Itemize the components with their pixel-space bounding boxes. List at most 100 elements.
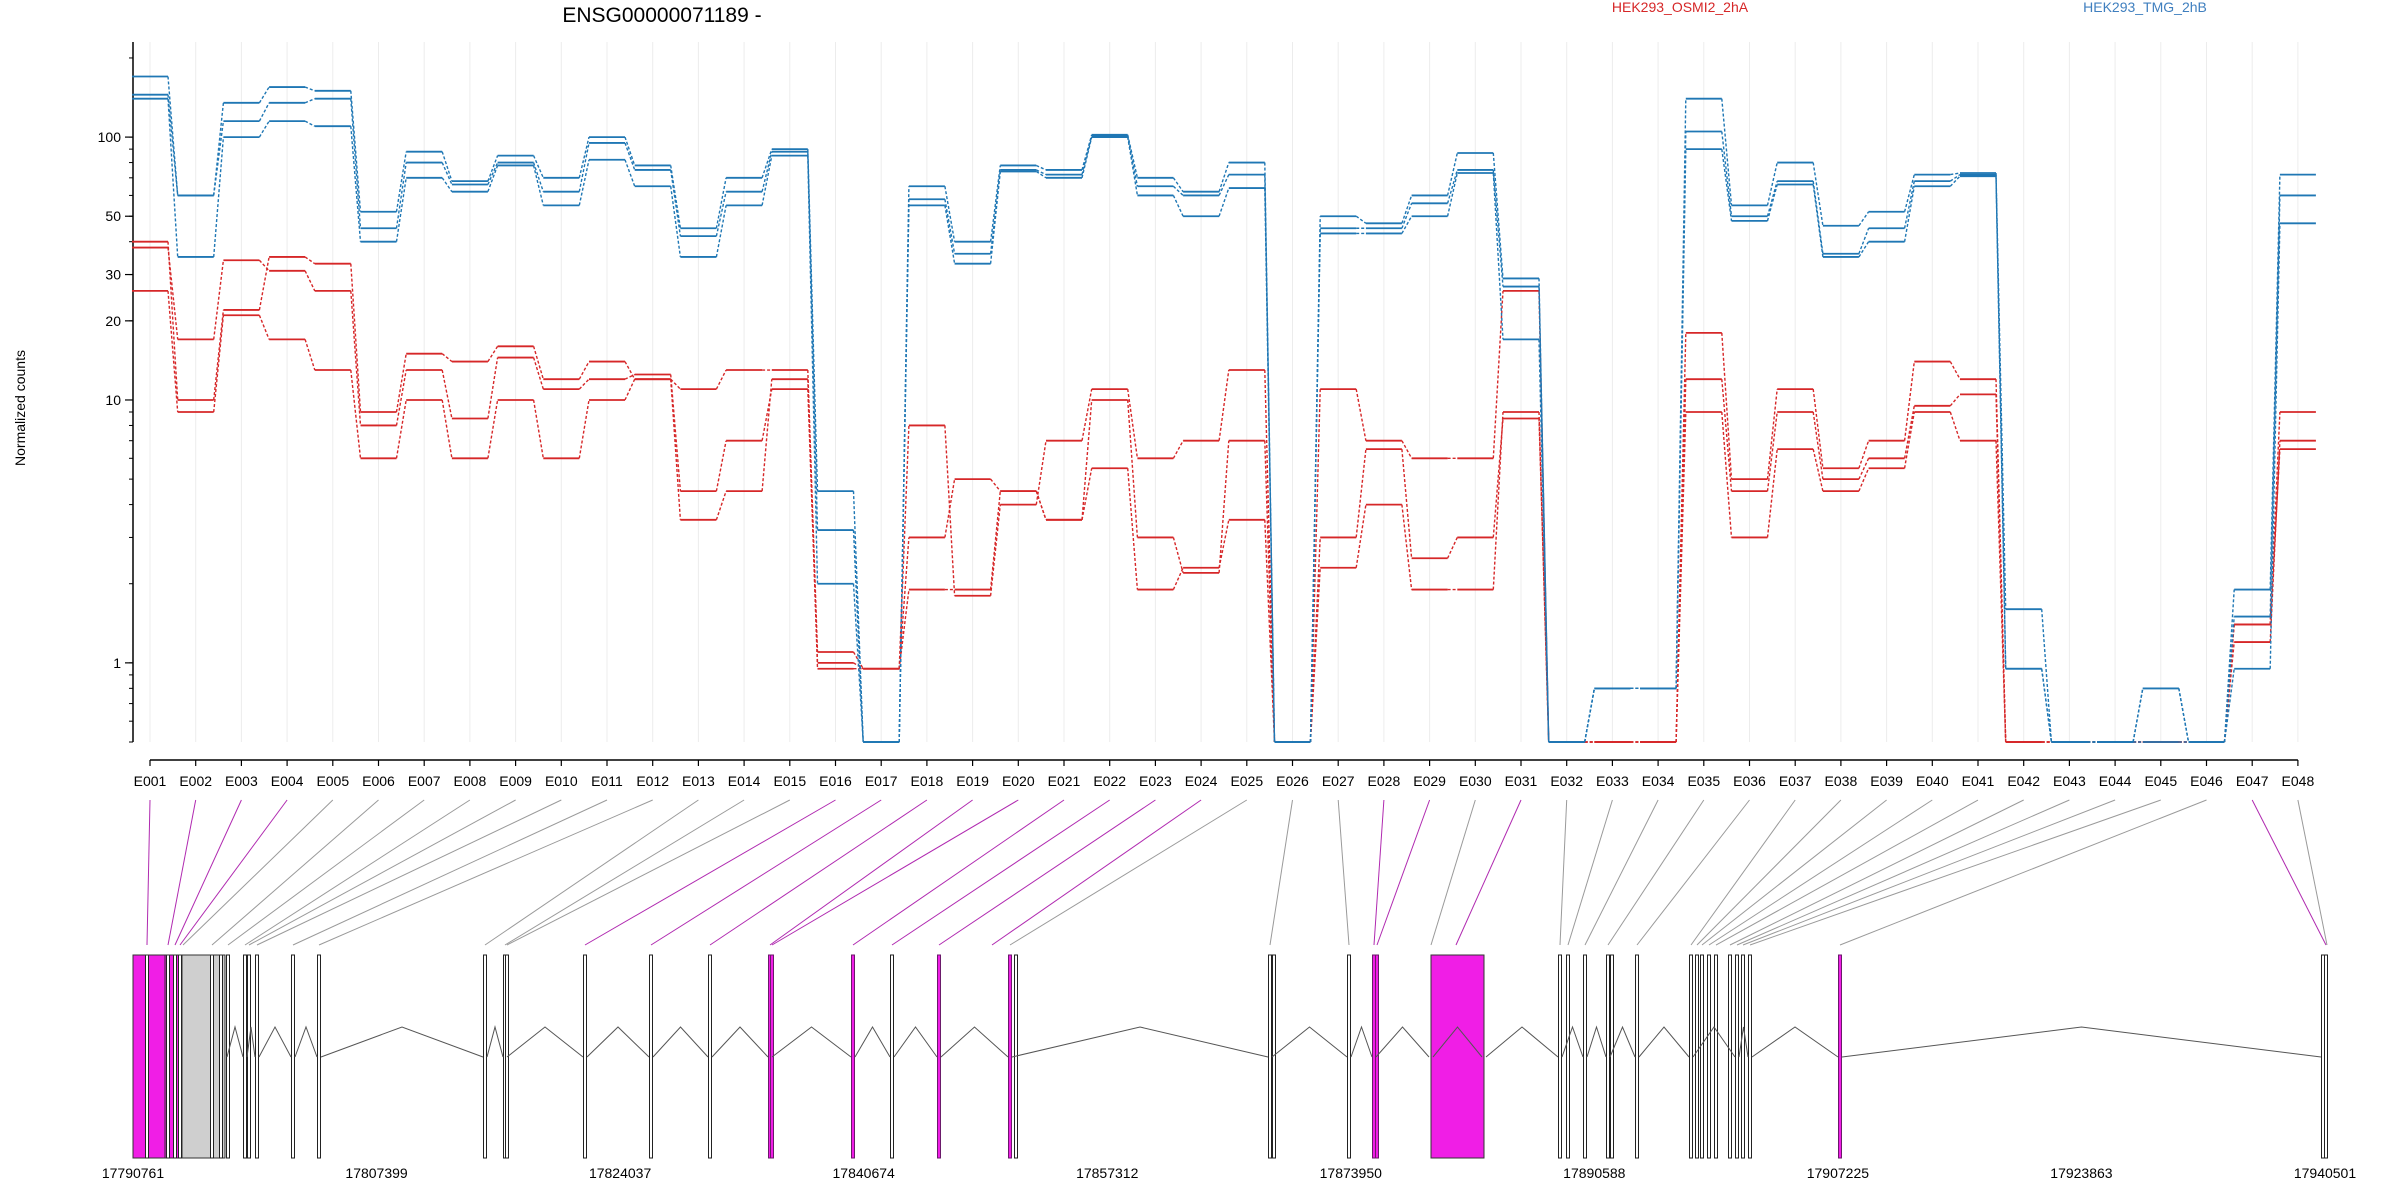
y-tick-label: 1	[113, 655, 121, 671]
exon-block	[1838, 954, 1842, 1159]
exon-connector	[1715, 799, 1979, 946]
exon-transition	[1492, 169, 1504, 287]
exon-connector	[1607, 799, 1705, 946]
intron-line	[1692, 1026, 1736, 1058]
exon-connector	[650, 799, 882, 946]
exon-transition	[1355, 215, 1367, 224]
exon-transition	[532, 162, 544, 192]
x-tick-label: E027	[1322, 773, 1355, 789]
x-tick-label: E023	[1139, 773, 1172, 789]
exon-transition	[1401, 504, 1413, 590]
exon-connector	[211, 799, 379, 946]
exon-transition	[167, 94, 179, 196]
exon-connector	[709, 799, 928, 946]
exon-block	[1430, 954, 1485, 1159]
genome-tick-label: 17857312	[1076, 1165, 1139, 1181]
exon-transition	[1218, 440, 1230, 573]
series-lines	[132, 75, 2316, 743]
grid-lines	[149, 42, 2299, 742]
exon-transition	[1446, 169, 1458, 204]
exon-block	[1700, 954, 1704, 1159]
exon-transition	[807, 155, 819, 584]
intron-line	[1609, 1025, 1636, 1058]
exon-transition	[670, 186, 682, 258]
intron-line	[586, 1026, 650, 1058]
exon-connector	[256, 799, 562, 946]
exon-block	[1558, 954, 1562, 1159]
exon-transition	[624, 373, 636, 380]
exon-block	[1714, 954, 1718, 1159]
exon-transition	[487, 345, 499, 362]
exon-connector	[248, 799, 516, 946]
y-tick-label: 10	[105, 392, 121, 408]
exon-connector	[1009, 799, 1248, 946]
exon-transition	[670, 379, 682, 520]
exon-transition	[2041, 668, 2053, 743]
x-tick-label: E030	[1459, 773, 1492, 789]
exon-transition	[624, 142, 636, 171]
exon-transition	[1127, 388, 1139, 459]
exon-transition	[1446, 537, 1458, 559]
exon-transition	[1127, 399, 1139, 538]
series-3	[132, 289, 2316, 743]
exon-transition	[1949, 175, 1961, 187]
exon-transition	[1172, 185, 1184, 196]
exon-connector	[938, 799, 1156, 946]
intron-line	[1271, 1026, 1348, 1058]
exon-transition	[441, 151, 453, 182]
exon-transition	[1218, 174, 1230, 196]
exon-transition	[715, 490, 727, 521]
x-tick-label: E028	[1368, 773, 1401, 789]
x-tick-label: E022	[1093, 773, 1126, 789]
exon-connector	[1749, 799, 2161, 946]
x-tick-label: E036	[1733, 773, 1766, 789]
exon-transition	[624, 361, 636, 380]
intron-line	[1375, 1026, 1430, 1058]
exon-transition	[350, 290, 362, 426]
exon-block	[708, 954, 712, 1159]
exon-transition	[213, 315, 225, 413]
exon-transition	[1949, 361, 1961, 380]
exon-transition	[715, 205, 727, 258]
intron-line	[893, 1026, 938, 1058]
exon-transition	[1584, 688, 1596, 743]
exon-connector	[1430, 799, 1476, 946]
exon-transition	[1081, 388, 1093, 441]
intron-line	[506, 1026, 584, 1058]
exon-block	[1748, 954, 1752, 1159]
exon-transition	[1309, 389, 1321, 743]
x-tick-label: E042	[2007, 773, 2040, 789]
exon-block	[317, 954, 321, 1159]
exon-block	[210, 954, 214, 1159]
exon-connector	[179, 799, 288, 946]
exon-transition	[1492, 152, 1504, 279]
exon-block	[145, 954, 149, 1159]
exon-connector	[1729, 799, 2024, 946]
exon-connector	[1455, 799, 1522, 946]
exon-transition	[1355, 449, 1367, 538]
exon-transition	[989, 171, 1001, 264]
exon-block	[255, 954, 259, 1159]
exon-transition	[1858, 458, 1870, 480]
exon-transition	[167, 247, 179, 340]
exon-transition	[990, 478, 1001, 492]
exon-transition	[487, 155, 499, 182]
exon-transition	[350, 98, 362, 229]
exon-transition	[167, 76, 179, 196]
exon-connector	[1337, 799, 1350, 946]
exon-transition	[213, 137, 225, 258]
exon-transition	[1949, 411, 1961, 441]
intron-line	[258, 1025, 292, 1058]
exon-transition	[395, 353, 407, 413]
exon-transition	[1446, 172, 1458, 217]
genome-axis: 17790761 17807399 17824037 17840674 17857312…	[102, 1165, 2357, 1181]
intron-line	[711, 1026, 769, 1058]
exon-connector	[167, 799, 197, 946]
exon-block	[649, 954, 653, 1159]
y-tick-label: 30	[105, 267, 121, 283]
exon-transition	[487, 162, 499, 185]
exon-transition	[395, 162, 407, 229]
exon-connector	[318, 799, 653, 946]
x-tick-label: E029	[1413, 773, 1446, 789]
exon-transition	[304, 339, 316, 371]
